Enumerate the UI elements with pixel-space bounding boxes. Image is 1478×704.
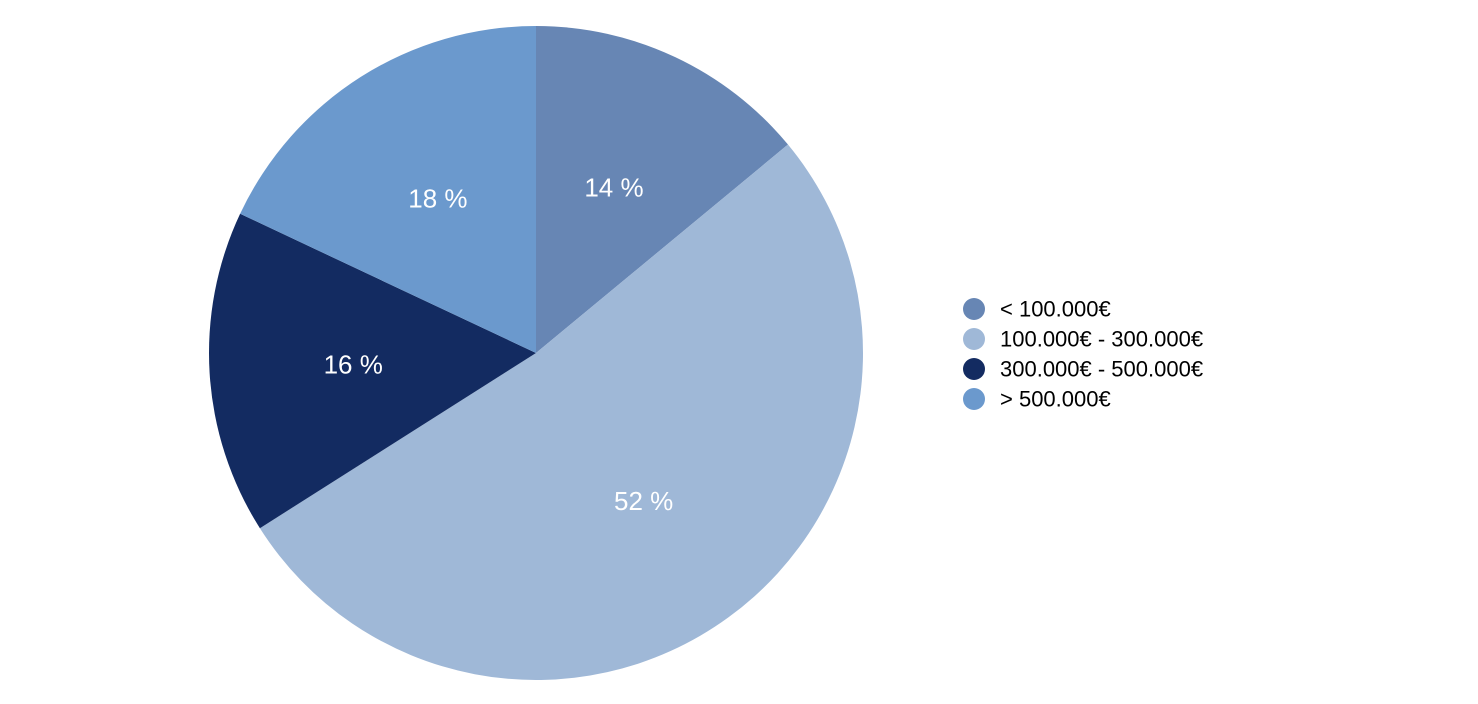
pie-slice-4 [240,26,536,353]
legend-label: 300.000€ - 500.000€ [1000,357,1203,382]
legend-marker [963,388,985,410]
slice-value-label: 14 % [584,172,643,202]
legend-label: < 100.000€ [1000,297,1111,322]
pie-slice-1 [536,26,788,353]
slice-value-label: 18 % [408,183,467,213]
slice-value-label: 52 % [614,486,673,516]
legend-label: 100.000€ - 300.000€ [1000,327,1203,352]
pie-slice-labels: 14 % 52 % 16 % 18 % [324,172,674,516]
legend-marker [963,358,985,380]
slice-value-label: 16 % [324,349,383,379]
pie-slices [208,26,863,680]
legend: < 100.000€ 100.000€ - 300.000€ 300.000€ - … [963,297,1203,412]
legend-marker [963,298,985,320]
pie-slice-3 [208,213,536,529]
legend-marker [963,328,985,350]
pie-slice-2 [259,144,863,680]
legend-label: > 500.000€ [1000,387,1111,412]
